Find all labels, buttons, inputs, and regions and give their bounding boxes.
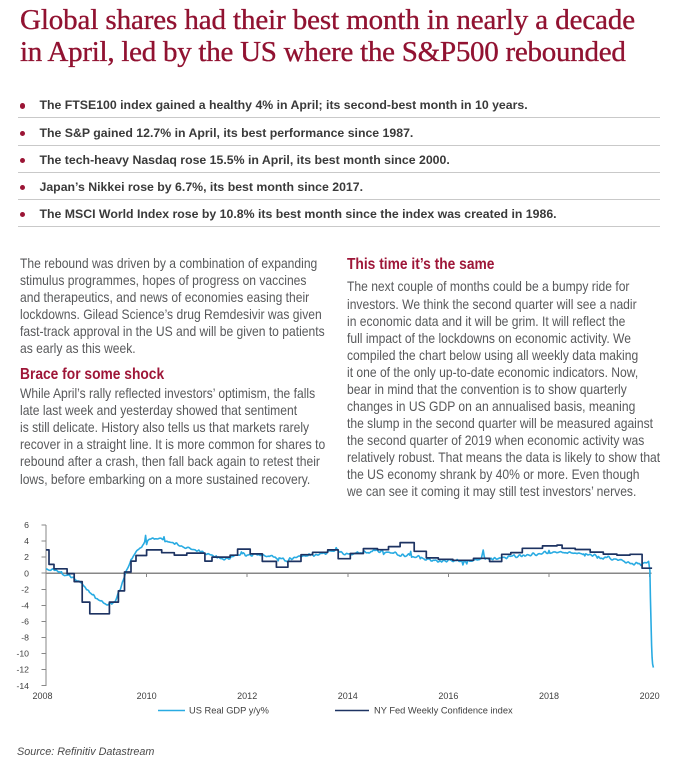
svg-text:-10: -10 [16,649,29,659]
svg-text:2014: 2014 [338,691,358,701]
svg-text:-4: -4 [21,600,29,610]
svg-text:NY Fed Weekly Confidence index: NY Fed Weekly Confidence index [374,706,513,716]
svg-text:0: 0 [24,568,29,578]
svg-text:-8: -8 [21,633,29,643]
svg-text:2: 2 [24,552,29,562]
svg-text:-12: -12 [16,665,29,675]
svg-text:2010: 2010 [137,691,157,701]
svg-text:-6: -6 [21,617,29,627]
svg-text:2008: 2008 [32,691,52,701]
svg-text:2020: 2020 [640,691,660,701]
svg-text:6: 6 [24,520,29,530]
svg-text:2018: 2018 [539,691,559,701]
svg-text:2016: 2016 [438,691,458,701]
svg-text:US Real GDP y/y%: US Real GDP y/y% [189,706,269,716]
svg-text:2012: 2012 [237,691,257,701]
svg-text:-2: -2 [21,584,29,594]
svg-text:4: 4 [24,536,29,546]
svg-text:-14: -14 [16,681,29,691]
